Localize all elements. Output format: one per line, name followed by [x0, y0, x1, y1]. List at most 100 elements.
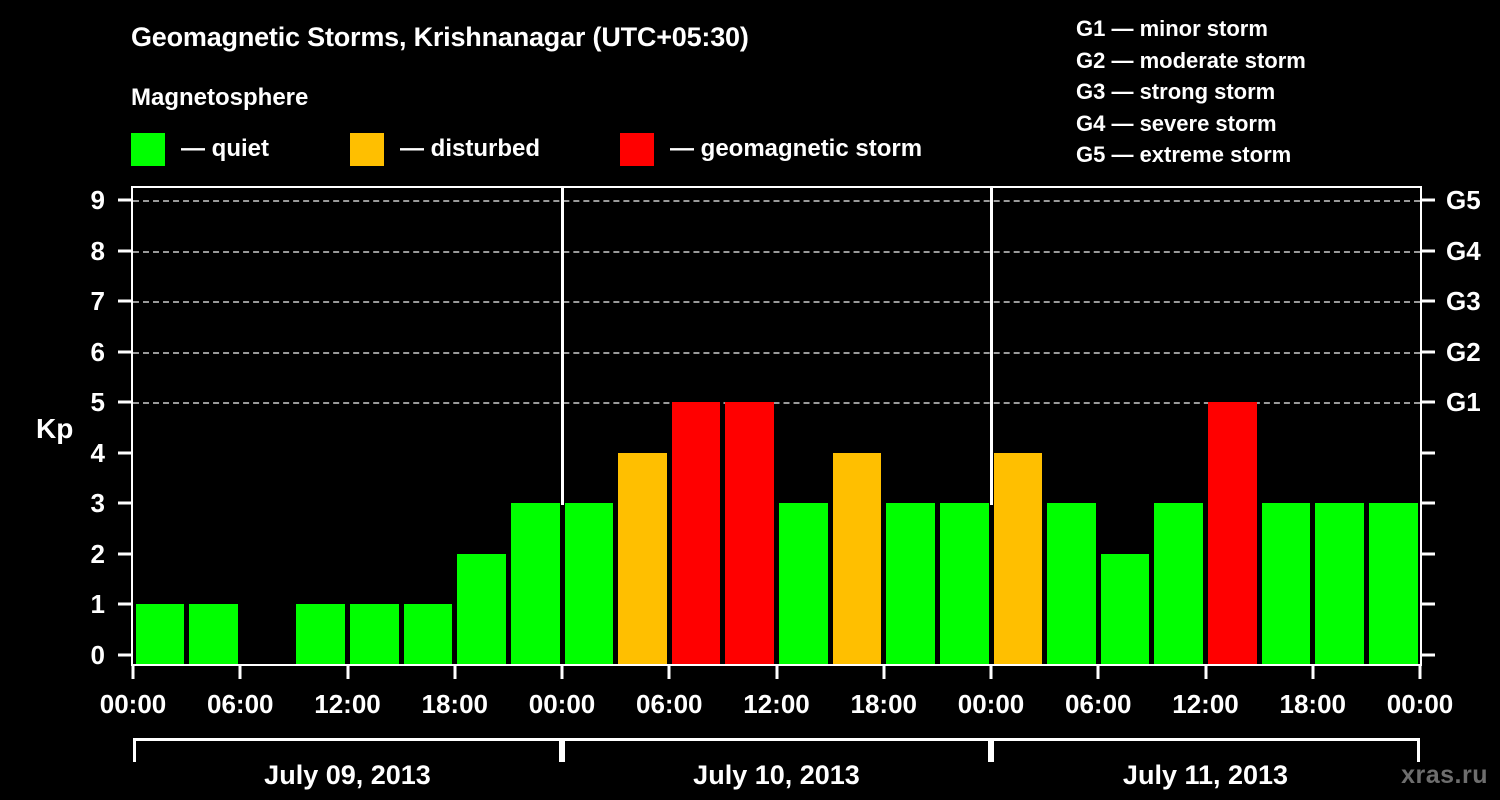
x-tick-label-3: 18:00 — [421, 689, 489, 719]
x-tick-label-10: 12:00 — [1172, 689, 1239, 719]
bar-kp — [296, 604, 345, 664]
bar-kp — [1047, 503, 1096, 664]
y-tick-mark-5 — [118, 400, 131, 404]
x-tick-label-2: 12:00 — [314, 689, 381, 719]
g-tick-label-g1: G1 — [1446, 387, 1481, 418]
bar-kp — [1315, 503, 1364, 664]
gridline-kp-7 — [133, 301, 1420, 304]
y-tick-mark-7 — [118, 299, 131, 303]
bar-kp — [564, 503, 614, 664]
y-tick-label-6: 6 — [90, 336, 105, 367]
x-tick-mark-0 — [131, 666, 135, 679]
y-tick-mark-4 — [118, 451, 131, 455]
bar-kp — [1154, 503, 1203, 664]
chart-subtitle: Magnetosphere — [131, 84, 309, 111]
bar-kp — [1208, 402, 1257, 664]
y-tick-label-0: 0 — [90, 640, 105, 670]
bar-kp — [1100, 553, 1150, 664]
gridline-kp-8 — [133, 250, 1420, 253]
y-tick-mark-6 — [118, 350, 131, 354]
g-tick-mark-g3 — [1422, 299, 1435, 303]
y-tick-label-9: 9 — [90, 185, 105, 216]
legend-item-geomagnetic-storm: — geomagnetic storm — [620, 132, 922, 166]
g-tick-label-g4: G4 — [1446, 235, 1481, 266]
x-tick-label-0: 00:00 — [99, 689, 167, 719]
x-tick-mark-2 — [346, 666, 349, 679]
bar-kp — [993, 452, 1043, 664]
day-bracket-tick-left — [991, 738, 994, 762]
bar-kp — [939, 503, 989, 664]
day-bracket-tick-left — [133, 738, 136, 762]
day-bracket-2 — [562, 738, 991, 762]
plot-area — [131, 186, 1422, 666]
gridline-kp-6 — [133, 351, 1420, 354]
day-bracket-tick-right — [559, 738, 562, 762]
day-bracket-tick-right — [988, 738, 991, 762]
x-tick-label-6: 12:00 — [743, 689, 810, 719]
page-title: Geomagnetic Storms, Krishnanagar (UTC+05… — [131, 22, 749, 52]
g-tick-label-g2: G2 — [1446, 336, 1481, 367]
x-tick-label-5: 06:00 — [636, 689, 703, 719]
legend-label-geomagnetic-storm: — geomagnetic storm — [670, 135, 923, 162]
day-bracket-tick-left — [562, 738, 565, 762]
g-tick-mark-minor-2 — [1422, 552, 1435, 556]
bar-kp — [135, 604, 185, 664]
bar-kp — [832, 452, 882, 664]
x-tick-label-4: 00:00 — [528, 689, 596, 719]
day-bracket-1 — [133, 738, 562, 762]
day-label-1: July 09, 2013 — [264, 760, 431, 790]
x-tick-mark-3 — [453, 666, 457, 679]
y-tick-mark-2 — [118, 552, 131, 556]
watermark: xras.ru — [1401, 761, 1488, 789]
g-tick-label-g5: G5 — [1446, 185, 1481, 216]
plot-inner — [133, 188, 1420, 664]
bar-kp — [1368, 503, 1418, 664]
g-tick-mark-g1 — [1422, 400, 1435, 404]
x-tick-label-8: 00:00 — [957, 689, 1025, 719]
legend-swatch-quiet — [131, 132, 165, 166]
day-bracket-line — [991, 738, 1420, 741]
y-tick-mark-8 — [118, 249, 131, 253]
x-tick-label-1: 06:00 — [207, 689, 274, 719]
y-tick-label-1: 1 — [90, 589, 105, 620]
x-tick-mark-1 — [238, 666, 242, 679]
y-tick-label-8: 8 — [90, 235, 105, 266]
g-scale-g2: G2 — moderate storm — [1076, 47, 1306, 73]
y-tick-mark-1 — [118, 602, 131, 606]
g-scale-g4: G4 — severe storm — [1076, 110, 1277, 136]
bar-kp — [457, 553, 506, 664]
y-tick-label-7: 7 — [90, 286, 105, 317]
day-bracket-line — [133, 738, 562, 741]
x-tick-mark-11 — [1311, 666, 1315, 679]
y-tick-mark-9 — [118, 198, 131, 202]
bar-kp — [403, 604, 453, 664]
day-separator — [560, 188, 564, 506]
bar-kp — [886, 503, 935, 664]
x-tick-label-7: 18:00 — [850, 689, 918, 719]
bar-kp — [189, 604, 238, 664]
g-scale-legend: G1 — minor storm G2 — moderate storm G3 — … — [1076, 13, 1306, 171]
day-label-3: July 11, 2013 — [1122, 760, 1289, 790]
legend-label-quiet: — quiet — [181, 135, 269, 162]
legend-swatch-disturbed — [350, 132, 384, 166]
gridline-kp-5 — [133, 402, 1420, 405]
y-tick-label-5: 5 — [90, 387, 105, 418]
y-tick-label-2: 2 — [90, 538, 105, 569]
x-tick-mark-5 — [667, 666, 671, 679]
y-tick-mark-3 — [118, 501, 131, 505]
g-tick-mark-g2 — [1422, 350, 1435, 354]
g-scale-g1: G1 — minor storm — [1076, 16, 1268, 41]
g-tick-mark-g4 — [1422, 249, 1435, 253]
day-bracket-tick-right — [1417, 738, 1420, 762]
g-scale-g3: G3 — strong storm — [1076, 79, 1276, 104]
y-tick-label-4: 4 — [90, 437, 105, 468]
g-tick-mark-minor-0 — [1422, 653, 1435, 657]
x-tick-mark-9 — [1096, 666, 1100, 679]
x-tick-mark-10 — [1204, 666, 1207, 679]
bar-kp — [725, 402, 774, 664]
bar-kp — [618, 452, 667, 664]
g-tick-label-g3: G3 — [1446, 286, 1481, 317]
bar-kp — [1261, 503, 1311, 664]
g-tick-mark-g5 — [1422, 198, 1435, 202]
bar-kp — [779, 503, 828, 664]
